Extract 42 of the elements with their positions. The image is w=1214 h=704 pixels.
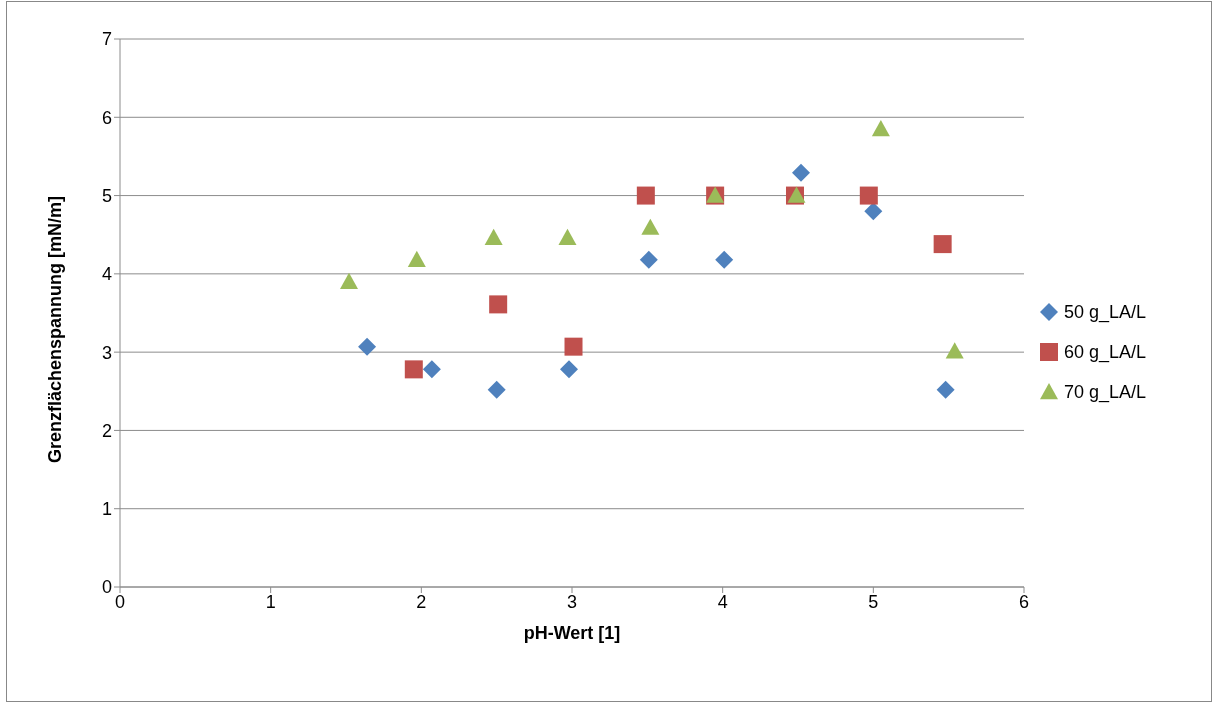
x-tick-label: 6: [1018, 591, 1030, 612]
point: [340, 272, 359, 289]
point: [564, 337, 583, 356]
point: [792, 163, 811, 182]
legend-label: 70 g_LA/L: [1064, 381, 1147, 405]
y-tick-label: 0: [101, 577, 112, 598]
y-axis-title: Grenzflächenspannung [mN/m]: [45, 195, 66, 463]
point: [407, 250, 426, 267]
x-tick-label: 0: [114, 591, 126, 612]
point: [487, 380, 506, 399]
legend-label: 50 g_LA/L: [1064, 301, 1147, 325]
point: [641, 218, 660, 235]
point: [871, 120, 890, 137]
point: [404, 360, 423, 379]
point: [639, 250, 658, 269]
y-tick-label: 5: [101, 185, 112, 206]
point: [636, 186, 655, 205]
x-tick-label: 1: [265, 591, 276, 612]
point: [933, 235, 952, 254]
y-tick-label: 6: [101, 107, 112, 128]
x-axis-title: pH-Wert [1]: [523, 623, 621, 643]
y-tick-label: 1: [101, 499, 112, 520]
point: [559, 360, 578, 379]
y-tick-label: 3: [101, 342, 112, 363]
point: [859, 186, 878, 205]
y-tick-label: 4: [101, 264, 112, 285]
point: [484, 228, 503, 246]
point: [489, 295, 508, 314]
point: [358, 337, 377, 356]
point: [715, 250, 734, 269]
x-tick-label: 3: [566, 591, 578, 612]
point: [422, 360, 441, 379]
x-tick-label: 4: [717, 591, 728, 612]
x-tick-label: 5: [868, 591, 879, 612]
x-tick-label: 2: [416, 591, 427, 612]
y-tick-label: 2: [101, 420, 112, 441]
point: [558, 228, 577, 246]
point: [945, 342, 964, 359]
point: [936, 380, 955, 399]
legend-label: 60 g_LA/L: [1064, 341, 1147, 365]
point: [864, 202, 883, 221]
y-tick-label: 7: [101, 29, 112, 50]
